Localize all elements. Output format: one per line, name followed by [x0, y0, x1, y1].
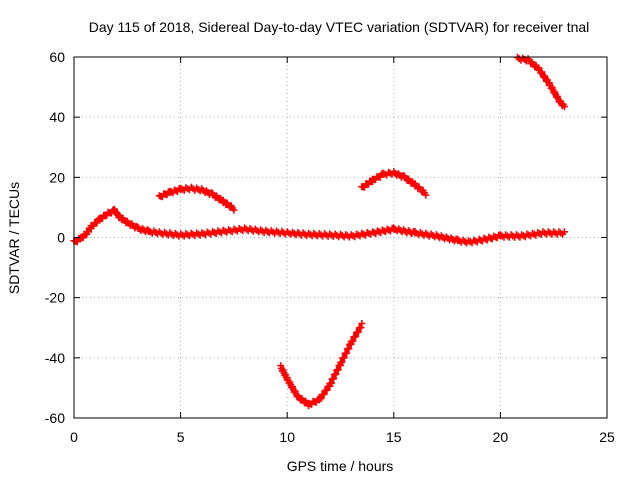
- y-tick-label: 60: [49, 49, 65, 65]
- data-point-markers: [358, 168, 430, 199]
- y-axis-label: SDTVAR / TECUs: [6, 182, 22, 294]
- y-tick-label: 40: [49, 109, 65, 125]
- data-marks: [70, 53, 568, 410]
- x-tick-label: 10: [279, 429, 295, 445]
- x-tick-label: 0: [70, 429, 78, 445]
- data-point-markers: [277, 320, 366, 410]
- series-arc-3: [358, 168, 430, 199]
- x-axis-label: GPS time / hours: [287, 458, 394, 474]
- y-tick-label: 0: [57, 230, 65, 246]
- x-tick-label: 15: [386, 429, 402, 445]
- y-tick-label: -20: [45, 290, 65, 306]
- axis-ticks: 0 5 10 15 20 25 -60 -40 -20 0 20 40 60: [45, 49, 615, 445]
- x-tick-label: 5: [177, 429, 185, 445]
- y-tick-label: -40: [45, 350, 65, 366]
- series-arc-1: [155, 183, 238, 214]
- x-tick-label: 25: [599, 429, 615, 445]
- chart-title: Day 115 of 2018, Sidereal Day-to-day VTE…: [89, 19, 590, 35]
- x-tick-label: 20: [493, 429, 509, 445]
- data-point-markers: [155, 183, 238, 214]
- y-tick-label: 20: [49, 169, 65, 185]
- series-arc-2: [277, 320, 366, 410]
- y-tick-label: -60: [45, 410, 65, 426]
